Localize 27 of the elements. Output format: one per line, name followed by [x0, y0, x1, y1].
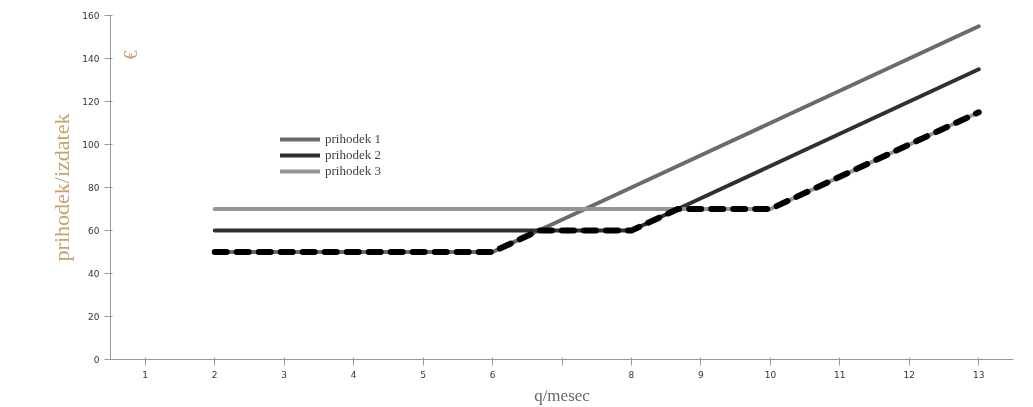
annotation: € [120, 50, 141, 60]
x-tick-label: 12 [903, 369, 916, 380]
y-tick-label: 100 [82, 140, 100, 150]
y-tick-label: 60 [88, 226, 100, 236]
x-tick-label: 3 [281, 369, 288, 380]
y-tick-label: 40 [88, 269, 100, 279]
y-tick-label: 120 [82, 97, 100, 107]
x-tick-label: 11 [834, 369, 846, 380]
x-tick-label: 2 [211, 369, 218, 380]
legend-label: prihodek 2 [325, 147, 381, 163]
x-tick-label: 8 [628, 369, 635, 380]
y-axis-title: prihodek/izdatek [49, 113, 75, 262]
x-tick-label: 1 [142, 369, 149, 380]
y-tick-label: 140 [82, 54, 100, 64]
y-tick-label: 0 [93, 355, 100, 365]
y-tick-label: 20 [88, 312, 100, 322]
y-tick-label: 160 [82, 11, 100, 21]
y-tick-label: 80 [88, 183, 100, 193]
x-tick-label: 6 [489, 369, 496, 380]
x-tick-label: 9 [698, 369, 705, 380]
x-tick-label: 10 [764, 369, 777, 380]
x-axis-title: q/mesec [534, 385, 591, 405]
legend-label: prihodek 1 [325, 131, 381, 147]
x-tick-label: 13 [973, 369, 985, 380]
legend-label: prihodek 3 [325, 163, 381, 179]
x-tick-label: 4 [350, 369, 357, 380]
x-tick-label: 5 [420, 369, 426, 380]
